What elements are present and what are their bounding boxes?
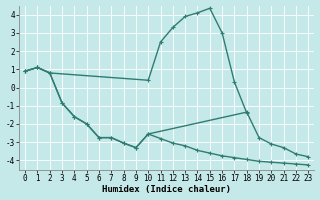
X-axis label: Humidex (Indice chaleur): Humidex (Indice chaleur) (102, 185, 231, 194)
